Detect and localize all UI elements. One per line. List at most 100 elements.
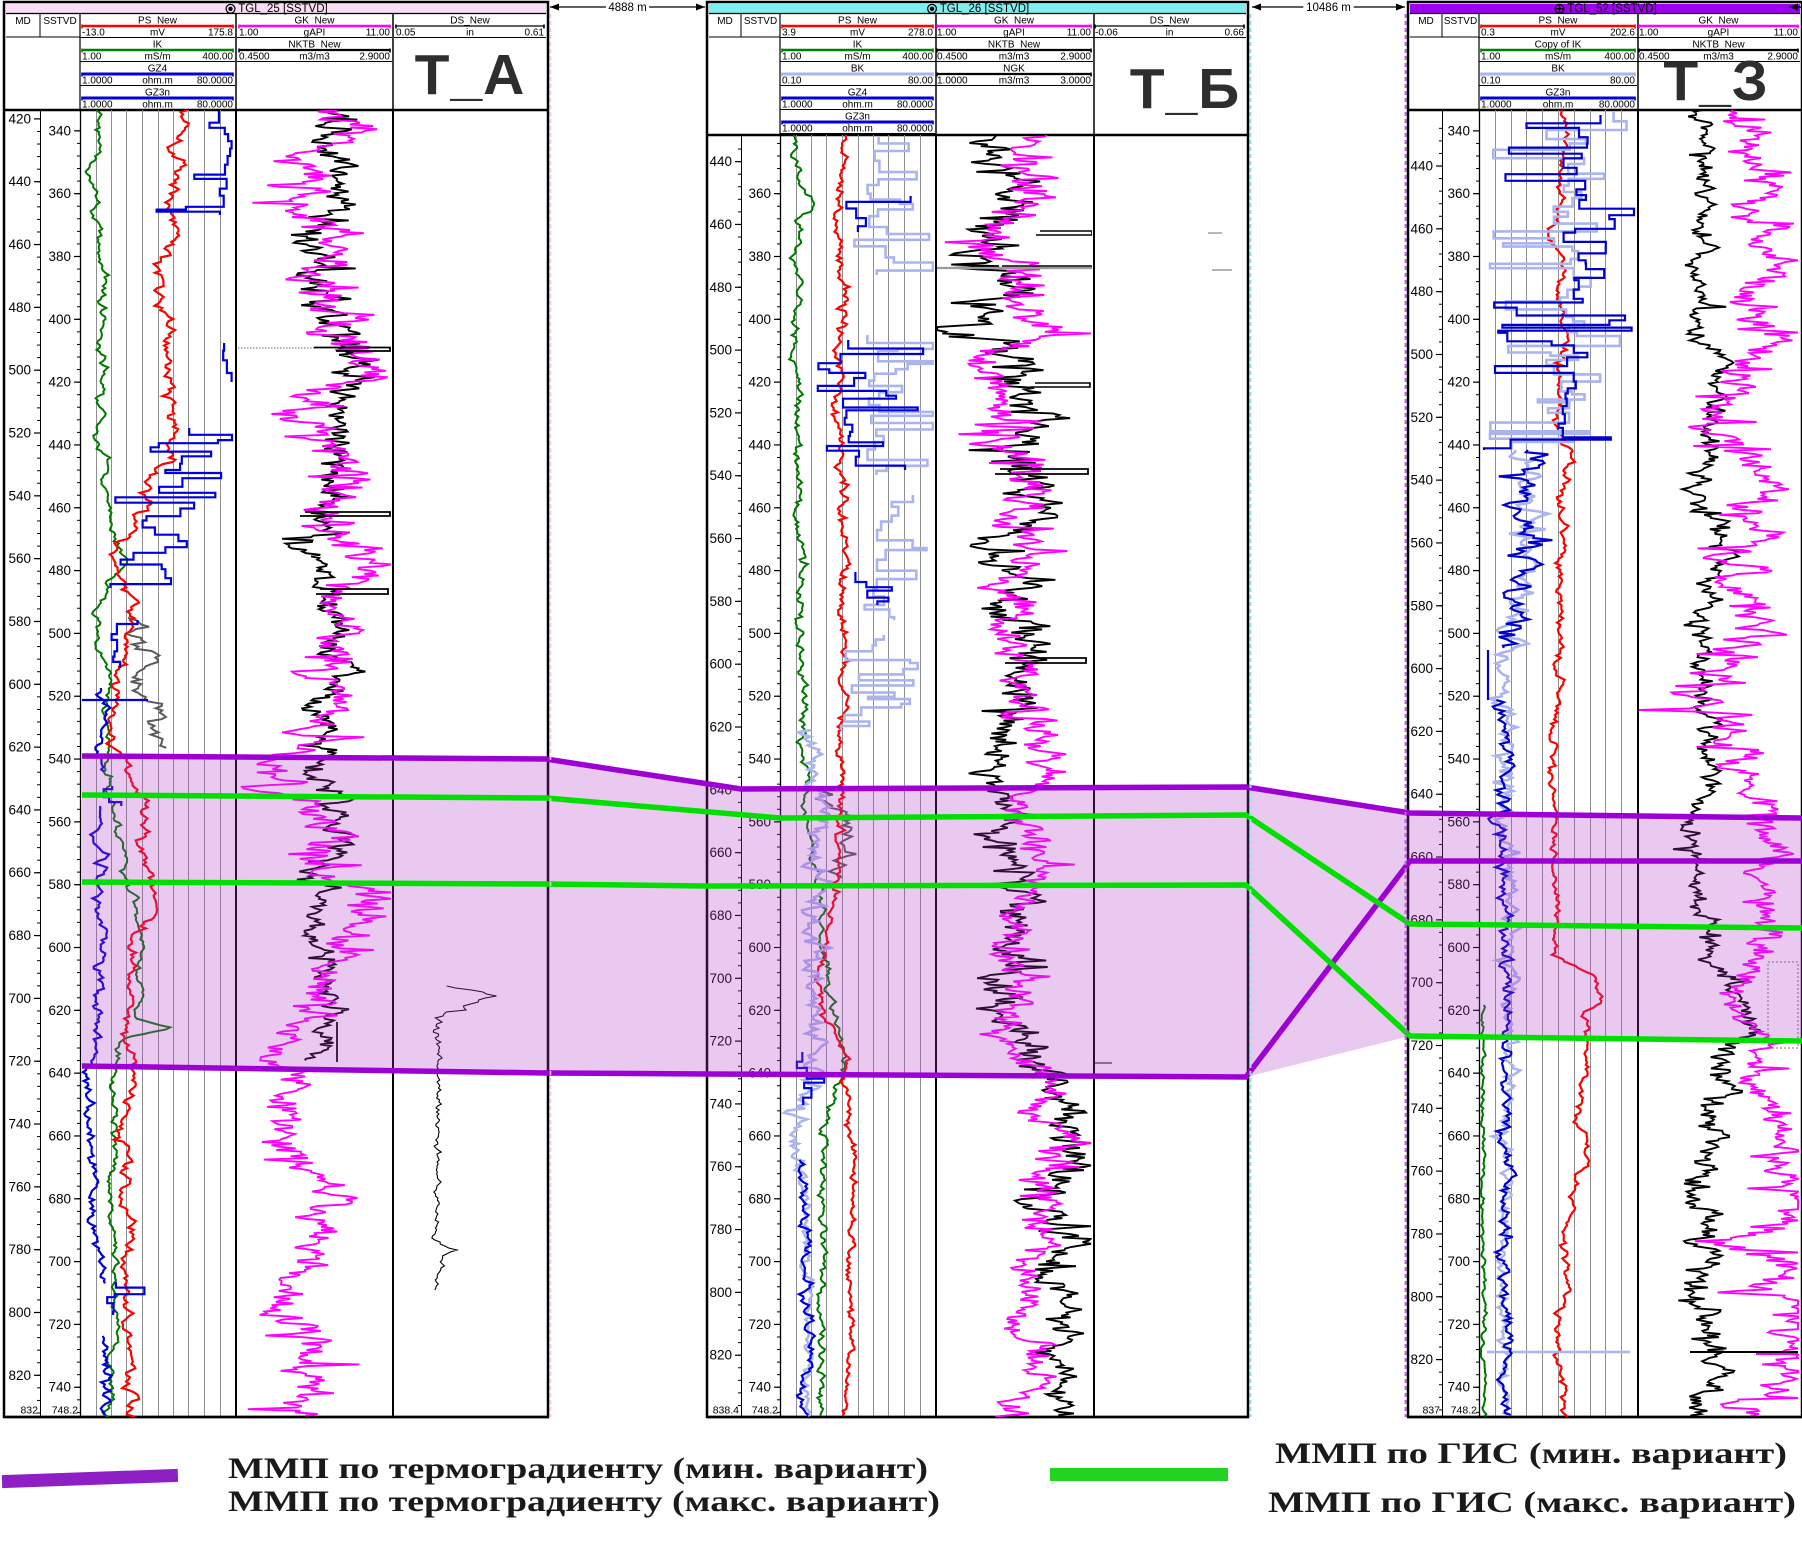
svg-text:mV: mV <box>1551 28 1566 39</box>
svg-text:620: 620 <box>1447 1003 1470 1018</box>
svg-text:480: 480 <box>8 300 31 315</box>
svg-text:ohm.m: ohm.m <box>842 124 873 135</box>
svg-text:PS_New: PS_New <box>1539 16 1579 27</box>
svg-text:740: 740 <box>748 1380 771 1395</box>
svg-text:720: 720 <box>748 1317 771 1332</box>
svg-text:420: 420 <box>748 375 771 390</box>
svg-text:0.61: 0.61 <box>525 28 545 39</box>
svg-text:700: 700 <box>748 1254 771 1269</box>
svg-text:740: 740 <box>1447 1380 1470 1395</box>
svg-text:mS/m: mS/m <box>144 52 170 63</box>
svg-text:ММП по ГИС (макс. вариант): ММП по ГИС (макс. вариант) <box>1268 1486 1796 1519</box>
svg-text:0.10: 0.10 <box>782 76 802 87</box>
svg-text:500: 500 <box>8 363 31 378</box>
svg-text:820: 820 <box>709 1348 732 1363</box>
svg-text:80.00: 80.00 <box>908 76 933 87</box>
svg-text:600: 600 <box>1410 661 1433 676</box>
svg-text:3.9: 3.9 <box>782 28 796 39</box>
svg-text:0.66: 0.66 <box>1225 28 1245 39</box>
svg-text:DS_New: DS_New <box>1150 16 1190 27</box>
svg-text:BK: BK <box>851 64 865 75</box>
svg-text:3.0000: 3.0000 <box>1060 76 1091 87</box>
svg-text:740: 740 <box>48 1380 71 1395</box>
svg-text:4888 m: 4888 m <box>608 2 646 14</box>
svg-text:500: 500 <box>1410 347 1433 362</box>
svg-text:GZ3n: GZ3n <box>145 88 170 99</box>
svg-text:PS_New: PS_New <box>838 16 878 27</box>
svg-text:748.2: 748.2 <box>752 1405 778 1417</box>
svg-text:420: 420 <box>48 375 71 390</box>
svg-text:340: 340 <box>1447 123 1470 138</box>
svg-text:460: 460 <box>748 500 771 515</box>
svg-text:720: 720 <box>8 1054 31 1069</box>
svg-text:ohm.m: ohm.m <box>142 76 173 87</box>
svg-text:m3/m3: m3/m3 <box>999 76 1030 87</box>
svg-text:720: 720 <box>1447 1317 1470 1332</box>
svg-text:400: 400 <box>1447 312 1470 327</box>
svg-text:m3/m3: m3/m3 <box>299 52 330 63</box>
svg-text:175.8: 175.8 <box>208 28 233 39</box>
svg-text:838.4: 838.4 <box>713 1405 739 1417</box>
svg-text:GZ4: GZ4 <box>848 88 868 99</box>
svg-text:580: 580 <box>1447 877 1470 892</box>
svg-text:500: 500 <box>1447 626 1470 641</box>
svg-text:560: 560 <box>1410 535 1433 550</box>
svg-text:420: 420 <box>8 111 31 126</box>
svg-text:Copy of IK: Copy of IK <box>1535 40 1582 51</box>
svg-text:NKTB_New: NKTB_New <box>1692 40 1745 51</box>
svg-text:GZ3n: GZ3n <box>1545 88 1570 99</box>
svg-text:560: 560 <box>709 531 732 546</box>
svg-text:0.4500: 0.4500 <box>1639 52 1670 63</box>
svg-text:760: 760 <box>1410 1164 1433 1179</box>
svg-text:620: 620 <box>1410 724 1433 739</box>
svg-text:820: 820 <box>8 1368 31 1383</box>
svg-text:ohm.m: ohm.m <box>1543 100 1574 111</box>
svg-text:660: 660 <box>748 1128 771 1143</box>
svg-text:11.00: 11.00 <box>1067 28 1092 39</box>
svg-text:740: 740 <box>8 1117 31 1132</box>
svg-text:600: 600 <box>709 657 732 672</box>
svg-text:640: 640 <box>8 802 31 817</box>
svg-text:in: in <box>1166 28 1174 39</box>
svg-text:400.00: 400.00 <box>902 52 933 63</box>
svg-text:2.9000: 2.9000 <box>1767 52 1798 63</box>
svg-text:780: 780 <box>1410 1226 1433 1241</box>
svg-text:460: 460 <box>48 500 71 515</box>
svg-text:520: 520 <box>709 405 732 420</box>
svg-text:540: 540 <box>48 752 71 767</box>
svg-text:460: 460 <box>1410 221 1433 236</box>
svg-text:SSTVD: SSTVD <box>744 16 777 27</box>
svg-text:620: 620 <box>8 740 31 755</box>
svg-text:480: 480 <box>1410 284 1433 299</box>
svg-text:440: 440 <box>48 437 71 452</box>
svg-text:1.0000: 1.0000 <box>1481 100 1512 111</box>
svg-text:m3/m3: m3/m3 <box>1703 52 1734 63</box>
svg-text:540: 540 <box>8 488 31 503</box>
svg-text:gAPI: gAPI <box>1708 28 1730 39</box>
svg-text:660: 660 <box>709 845 732 860</box>
svg-text:440: 440 <box>709 154 732 169</box>
svg-text:Т_Б: Т_Б <box>1130 57 1241 121</box>
svg-text:ММП по ГИС (мин. вариант): ММП по ГИС (мин. вариант) <box>1275 1437 1787 1470</box>
svg-text:740: 740 <box>709 1096 732 1111</box>
svg-text:0.4500: 0.4500 <box>239 52 270 63</box>
svg-text:TGL_26 [SSTVD]: TGL_26 [SSTVD] <box>940 3 1029 15</box>
svg-text:660: 660 <box>48 1128 71 1143</box>
svg-text:580: 580 <box>1410 598 1433 613</box>
svg-text:-13.0: -13.0 <box>82 28 105 39</box>
svg-text:1.0000: 1.0000 <box>782 100 813 111</box>
svg-text:832: 832 <box>20 1405 38 1417</box>
svg-text:400.00: 400.00 <box>1604 52 1635 63</box>
svg-text:640: 640 <box>1447 1066 1470 1081</box>
svg-text:580: 580 <box>48 877 71 892</box>
svg-text:80.0000: 80.0000 <box>897 100 934 111</box>
svg-text:DS_New: DS_New <box>450 16 490 27</box>
svg-text:720: 720 <box>48 1317 71 1332</box>
svg-text:gAPI: gAPI <box>304 28 326 39</box>
svg-text:780: 780 <box>709 1222 732 1237</box>
svg-text:520: 520 <box>748 689 771 704</box>
svg-text:580: 580 <box>8 614 31 629</box>
svg-text:1.00: 1.00 <box>1481 52 1501 63</box>
svg-text:748.2: 748.2 <box>52 1405 78 1417</box>
svg-text:540: 540 <box>1447 752 1470 767</box>
